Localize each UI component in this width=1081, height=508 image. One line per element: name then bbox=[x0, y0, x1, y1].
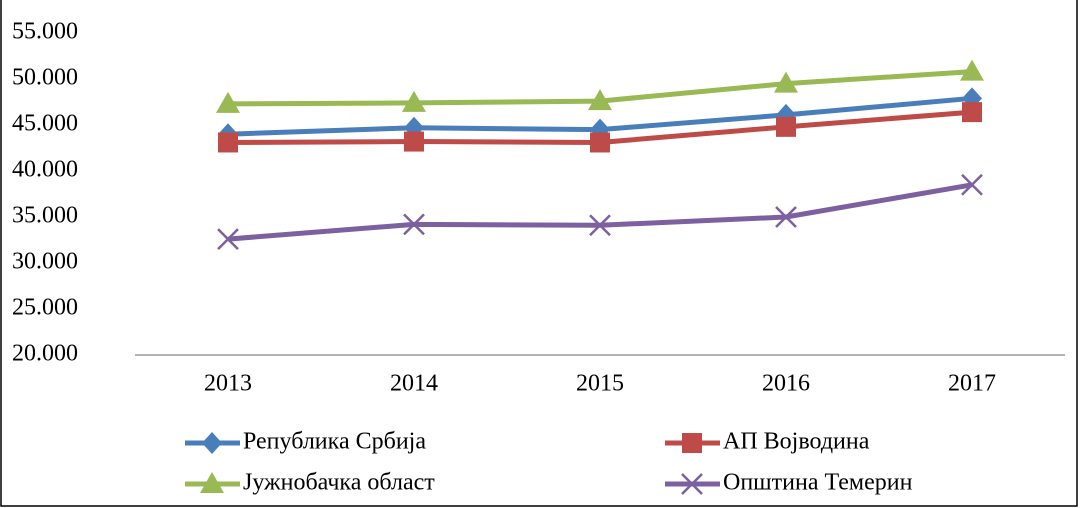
y-tick-label: 45.000 bbox=[12, 111, 78, 137]
legend-label: Општина Темерин bbox=[723, 470, 913, 496]
marker bbox=[200, 472, 224, 493]
x-tick-label: 2017 bbox=[948, 371, 996, 397]
x-tick-label: 2016 bbox=[762, 371, 810, 397]
marker bbox=[404, 131, 424, 152]
marker bbox=[218, 132, 238, 153]
y-tick-label: 20.000 bbox=[12, 341, 78, 367]
x-tick-label: 2014 bbox=[390, 371, 438, 397]
marker bbox=[402, 90, 426, 112]
y-tick-label: 55.000 bbox=[12, 19, 78, 45]
marker bbox=[682, 433, 702, 453]
y-tick-label: 50.000 bbox=[12, 65, 78, 91]
y-tick-label: 35.000 bbox=[12, 203, 78, 229]
y-tick-label: 40.000 bbox=[12, 157, 78, 183]
x-tick-label: 2013 bbox=[204, 371, 252, 397]
marker bbox=[217, 228, 239, 250]
marker bbox=[960, 59, 984, 81]
legend-label: АП Војводина bbox=[723, 429, 870, 455]
legend-label: Јужнобачка област bbox=[243, 470, 435, 496]
legend-label: Република Србија bbox=[243, 429, 426, 455]
marker bbox=[216, 91, 240, 113]
marker bbox=[962, 102, 982, 123]
marker bbox=[588, 89, 612, 111]
marker bbox=[776, 116, 796, 137]
marker bbox=[202, 432, 222, 454]
marker bbox=[774, 71, 798, 93]
marker bbox=[775, 206, 797, 228]
series-line bbox=[227, 182, 973, 242]
marker bbox=[590, 132, 610, 153]
x-tick-label: 2015 bbox=[576, 371, 624, 397]
marker bbox=[681, 473, 703, 495]
marker bbox=[589, 214, 611, 237]
marker bbox=[961, 173, 983, 196]
marker bbox=[403, 213, 425, 236]
y-tick-label: 25.000 bbox=[12, 295, 78, 321]
y-tick-label: 30.000 bbox=[12, 249, 78, 275]
